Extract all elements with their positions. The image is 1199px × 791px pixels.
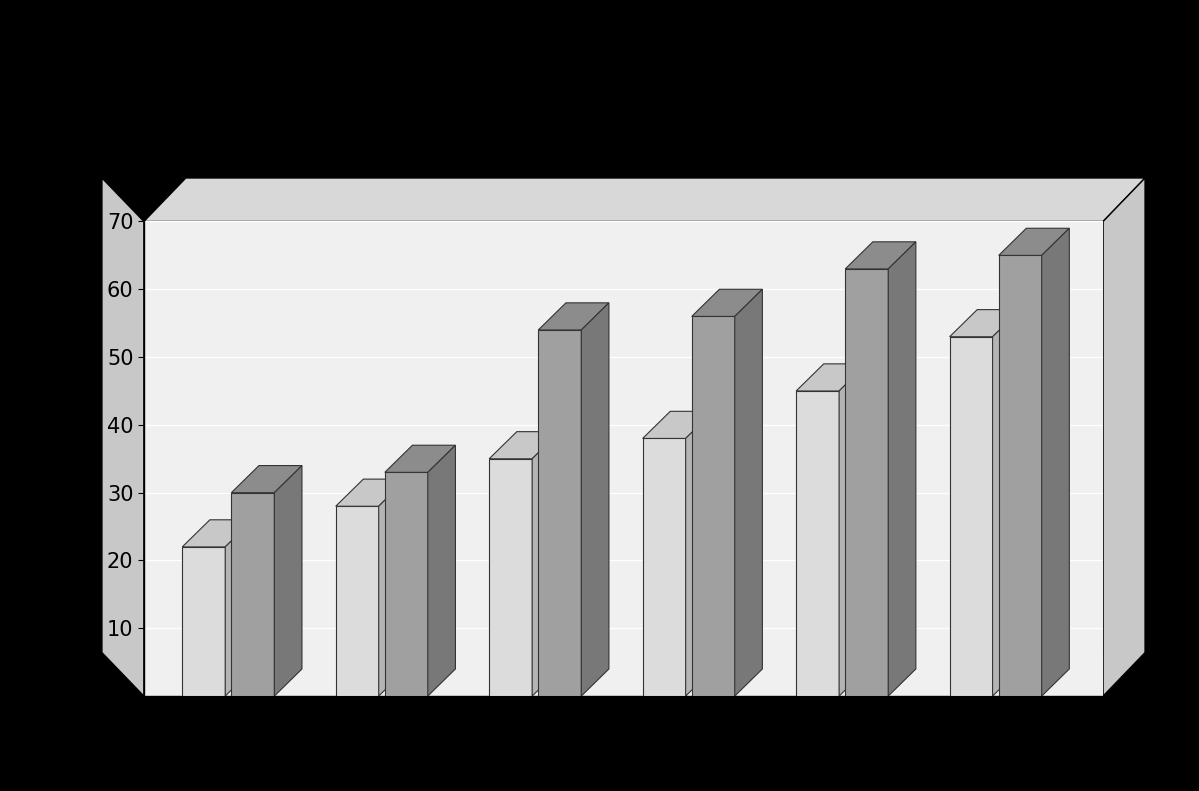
Polygon shape — [888, 242, 916, 696]
Polygon shape — [182, 547, 225, 696]
Polygon shape — [735, 290, 763, 696]
Text: WATER USAGE BY YEAR, TOWN W: WATER USAGE BY YEAR, TOWN W — [301, 47, 898, 79]
Polygon shape — [336, 479, 406, 506]
Polygon shape — [538, 330, 582, 696]
Polygon shape — [231, 466, 302, 493]
Polygon shape — [999, 255, 1042, 696]
Polygon shape — [336, 506, 379, 696]
Polygon shape — [950, 309, 1020, 337]
Polygon shape — [692, 290, 763, 316]
Polygon shape — [182, 520, 253, 547]
Polygon shape — [1042, 229, 1070, 696]
Polygon shape — [643, 411, 713, 438]
Polygon shape — [532, 432, 560, 696]
Polygon shape — [993, 309, 1020, 696]
Polygon shape — [686, 411, 713, 696]
Polygon shape — [999, 229, 1070, 255]
Polygon shape — [275, 466, 302, 696]
Polygon shape — [225, 520, 253, 696]
Polygon shape — [428, 445, 456, 696]
Polygon shape — [538, 303, 609, 330]
Polygon shape — [231, 493, 275, 696]
Polygon shape — [385, 445, 456, 472]
Polygon shape — [796, 364, 867, 391]
Polygon shape — [582, 303, 609, 696]
Text: (IN BILLIONS OF GALLONS): (IN BILLIONS OF GALLONS) — [353, 91, 846, 123]
Polygon shape — [796, 391, 839, 696]
Legend: Residential, Total: Residential, Total — [442, 789, 805, 791]
Polygon shape — [950, 337, 993, 696]
Polygon shape — [385, 472, 428, 696]
Polygon shape — [379, 479, 406, 696]
Polygon shape — [489, 432, 560, 459]
Polygon shape — [692, 316, 735, 696]
Polygon shape — [489, 459, 532, 696]
Polygon shape — [845, 269, 888, 696]
Polygon shape — [845, 242, 916, 269]
Polygon shape — [839, 364, 867, 696]
Polygon shape — [643, 438, 686, 696]
